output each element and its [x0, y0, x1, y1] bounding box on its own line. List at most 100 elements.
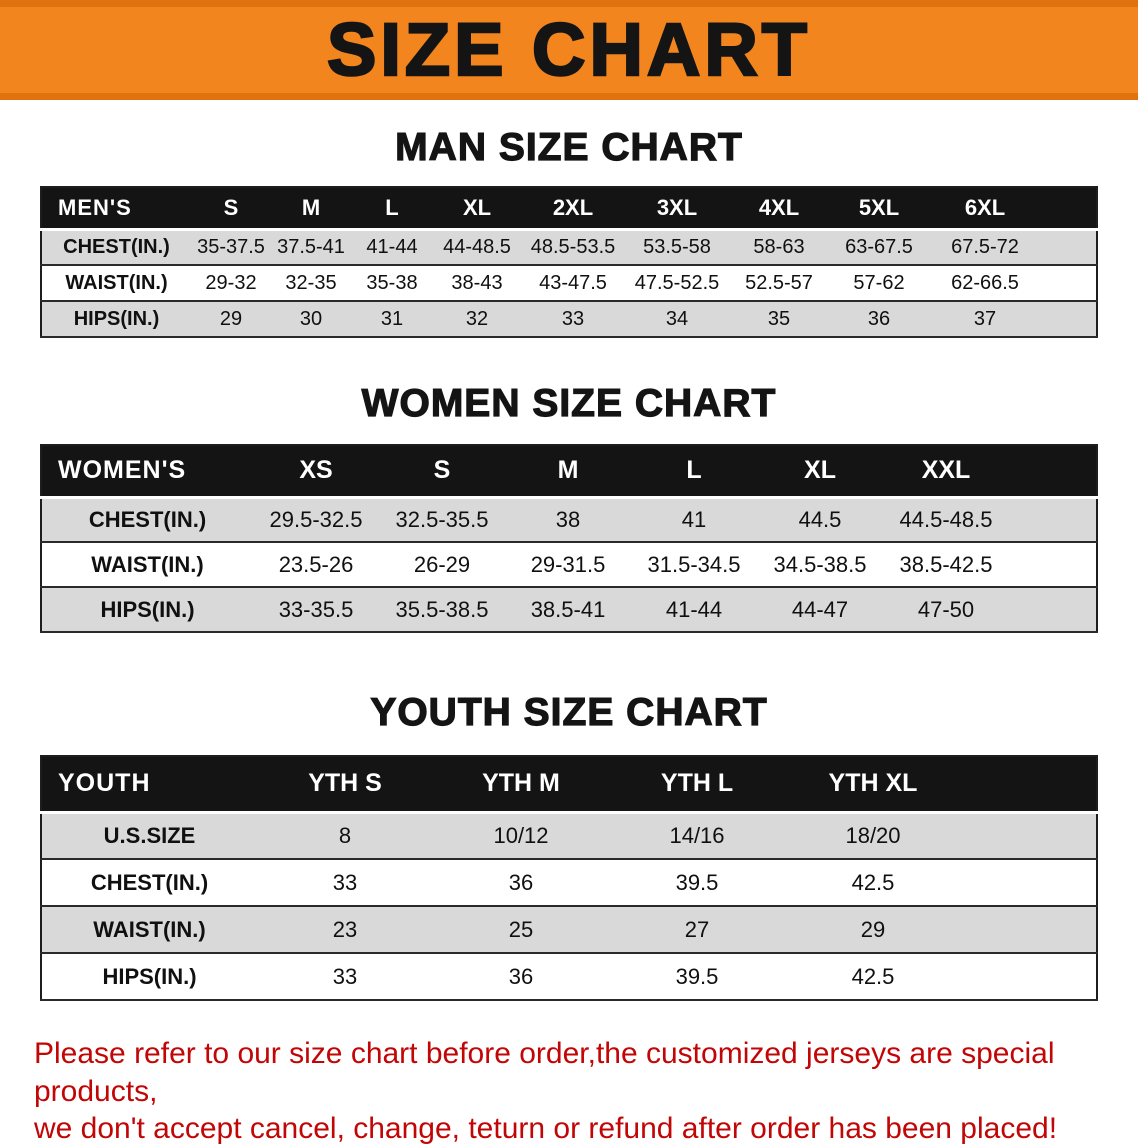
youth-hips-row: HIPS(IN.) 33 36 39.5 42.5 [41, 953, 1097, 1000]
youth-table-header-row: YOUTH YTH S YTH M YTH L YTH XL [41, 756, 1097, 812]
men-table-corner-label: MEN'S [41, 187, 191, 229]
size-value-cell: 29 [219, 307, 243, 330]
size-value-cell: 33 [561, 307, 585, 330]
youth-chest-row: CHEST(IN.) 33 36 39.5 42.5 [41, 859, 1097, 906]
row-label: CHEST(IN.) [90, 869, 209, 895]
size-value-cell: 44.5 [798, 506, 842, 532]
size-value-cell: 33 [332, 963, 358, 989]
size-value-cell: 62-66.5 [951, 271, 1019, 294]
size-value-cell: 31.5-34.5 [647, 551, 741, 577]
men-size-table: MEN'S S M L XL 2XL 3XL 4XL 5XL 6XL CHEST… [40, 186, 1098, 338]
size-value-cell: 34.5-38.5 [773, 551, 867, 577]
youth-size-table: YOUTH YTH S YTH M YTH L YTH XL U.S.SIZE … [40, 755, 1098, 1001]
men-size-column-header: 6XL [929, 187, 1041, 229]
disclaimer-line-2: we don't accept cancel, change, teturn o… [34, 1112, 1058, 1145]
size-value-cell: 29-32 [205, 271, 257, 294]
size-value-cell: 67.5-72 [951, 235, 1019, 258]
women-size-column-header: XXL [883, 445, 1009, 497]
size-value-cell: 43-47.5 [539, 271, 607, 294]
size-value-cell: 44.5-48.5 [899, 506, 993, 532]
women-size-column-header: XS [253, 445, 379, 497]
size-value-cell: 8 [338, 822, 352, 848]
women-size-table: WOMEN'S XS S M L XL XXL CHEST(IN.) 29.5-… [40, 444, 1098, 633]
size-value-cell: 53.5-58 [643, 235, 711, 258]
women-size-chart-heading: WOMEN SIZE CHART [361, 381, 777, 425]
filler-cell [961, 812, 1097, 859]
youth-waist-row: WAIST(IN.) 23 25 27 29 [41, 906, 1097, 953]
size-value-cell: 47.5-52.5 [634, 271, 720, 294]
filler-cell [1041, 265, 1097, 301]
filler-cell [961, 859, 1097, 906]
size-value-cell: 37.5-41 [277, 235, 345, 258]
men-size-column-header: XL [433, 187, 521, 229]
size-value-cell: 23 [332, 916, 358, 942]
women-size-column-header: M [505, 445, 631, 497]
youth-size-column-header: YTH L [609, 756, 785, 812]
size-value-cell: 47-50 [917, 596, 975, 622]
row-label: WAIST(IN.) [65, 271, 168, 294]
size-value-cell: 35 [767, 307, 791, 330]
size-value-cell: 35-37.5 [197, 235, 265, 258]
size-value-cell: 10/12 [493, 822, 549, 848]
size-value-cell: 44-47 [791, 596, 849, 622]
size-value-cell: 44-48.5 [443, 235, 511, 258]
size-value-cell: 41 [681, 506, 707, 532]
man-size-chart-heading: MAN SIZE CHART [395, 125, 743, 169]
size-value-cell: 25 [508, 916, 534, 942]
women-size-column-header: XL [757, 445, 883, 497]
filler-cell [1041, 229, 1097, 265]
row-label: WAIST(IN.) [93, 916, 206, 942]
size-value-cell: 42.5 [851, 963, 895, 989]
size-value-cell: 36 [867, 307, 891, 330]
filler-cell [1009, 542, 1097, 587]
men-size-column-header: L [351, 187, 433, 229]
size-value-cell: 26-29 [413, 551, 471, 577]
filler-cell [1009, 587, 1097, 632]
youth-ussize-row: U.S.SIZE 8 10/12 14/16 18/20 [41, 812, 1097, 859]
size-value-cell: 41-44 [665, 596, 723, 622]
size-value-cell: 38 [555, 506, 581, 532]
youth-size-chart-heading: YOUTH SIZE CHART [370, 690, 768, 734]
size-value-cell: 31 [380, 307, 404, 330]
size-value-cell: 38.5-42.5 [899, 551, 993, 577]
filler-cell [961, 953, 1097, 1000]
row-label: HIPS(IN.) [100, 596, 195, 622]
women-size-column-header: L [631, 445, 757, 497]
banner-title: SIZE CHART [326, 8, 811, 91]
women-size-column-header: S [379, 445, 505, 497]
size-value-cell: 38.5-41 [530, 596, 606, 622]
row-label: HIPS(IN.) [102, 963, 197, 989]
men-size-column-header: M [271, 187, 351, 229]
filler-cell [961, 906, 1097, 953]
men-chest-row: CHEST(IN.) 35-37.5 37.5-41 41-44 44-48.5… [41, 229, 1097, 265]
size-value-cell: 52.5-57 [745, 271, 813, 294]
size-value-cell: 38-43 [451, 271, 503, 294]
youth-size-column-header: YTH XL [785, 756, 961, 812]
women-waist-row: WAIST(IN.) 23.5-26 26-29 29-31.5 31.5-34… [41, 542, 1097, 587]
size-value-cell: 35.5-38.5 [395, 596, 489, 622]
women-table-header-row: WOMEN'S XS S M L XL XXL [41, 445, 1097, 497]
size-value-cell: 32-35 [285, 271, 337, 294]
youth-size-column-header: YTH M [433, 756, 609, 812]
row-label: CHEST(IN.) [88, 506, 207, 532]
women-hips-row: HIPS(IN.) 33-35.5 35.5-38.5 38.5-41 41-4… [41, 587, 1097, 632]
filler-cell [961, 756, 1097, 812]
size-value-cell: 18/20 [845, 822, 901, 848]
size-value-cell: 27 [684, 916, 710, 942]
size-value-cell: 30 [299, 307, 323, 330]
filler-cell [1009, 497, 1097, 542]
disclaimer-line-1: Please refer to our size chart before or… [34, 1037, 1055, 1108]
size-value-cell: 42.5 [851, 869, 895, 895]
size-value-cell: 39.5 [675, 869, 719, 895]
men-size-column-header: 3XL [625, 187, 729, 229]
youth-table-corner-label: YOUTH [41, 756, 257, 812]
row-label: U.S.SIZE [103, 822, 196, 848]
size-value-cell: 36 [508, 869, 534, 895]
men-size-column-header: 5XL [829, 187, 929, 229]
filler-cell [1009, 445, 1097, 497]
size-value-cell: 29 [860, 916, 886, 942]
size-value-cell: 57-62 [853, 271, 905, 294]
men-size-column-header: 4XL [729, 187, 829, 229]
size-value-cell: 35-38 [366, 271, 418, 294]
size-value-cell: 14/16 [669, 822, 725, 848]
